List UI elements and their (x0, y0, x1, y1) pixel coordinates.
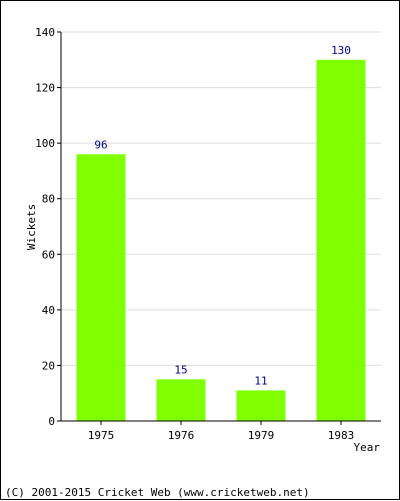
bar-1983 (316, 59, 366, 422)
y-tick-label: 140 (35, 26, 55, 39)
bar-1976 (156, 379, 206, 421)
y-axis-label: Wickets (25, 204, 38, 250)
y-tick-label: 80 (42, 193, 55, 206)
y-tick-label: 40 (42, 304, 55, 317)
bars (76, 59, 366, 422)
copyright-footer: (C) 2001-2015 Cricket Web (www.cricketwe… (5, 486, 310, 499)
data-labels: 96 15 11 130 (94, 44, 351, 388)
x-tick-label: 1976 (168, 429, 195, 442)
y-tick-label: 120 (35, 82, 55, 95)
data-label: 96 (94, 138, 107, 151)
bar-1975 (76, 154, 126, 421)
x-axis-label: Year (354, 441, 381, 454)
x-tick-label: 1979 (248, 429, 275, 442)
y-tick-label: 20 (42, 359, 55, 372)
x-tick-labels: 1975 1976 1979 1983 (88, 421, 355, 442)
x-tick-label: 1975 (88, 429, 115, 442)
x-tick-label: 1983 (328, 429, 355, 442)
data-label: 11 (254, 374, 267, 387)
y-tick-label: 100 (35, 137, 55, 150)
y-tick-labels: 0 20 40 60 80 100 120 140 (35, 26, 55, 428)
y-tick-label: 60 (42, 248, 55, 261)
axes (60, 32, 381, 422)
data-label: 130 (331, 44, 351, 57)
bar-1979 (236, 390, 286, 421)
y-tick-label: 0 (48, 415, 55, 428)
data-label: 15 (174, 363, 187, 376)
